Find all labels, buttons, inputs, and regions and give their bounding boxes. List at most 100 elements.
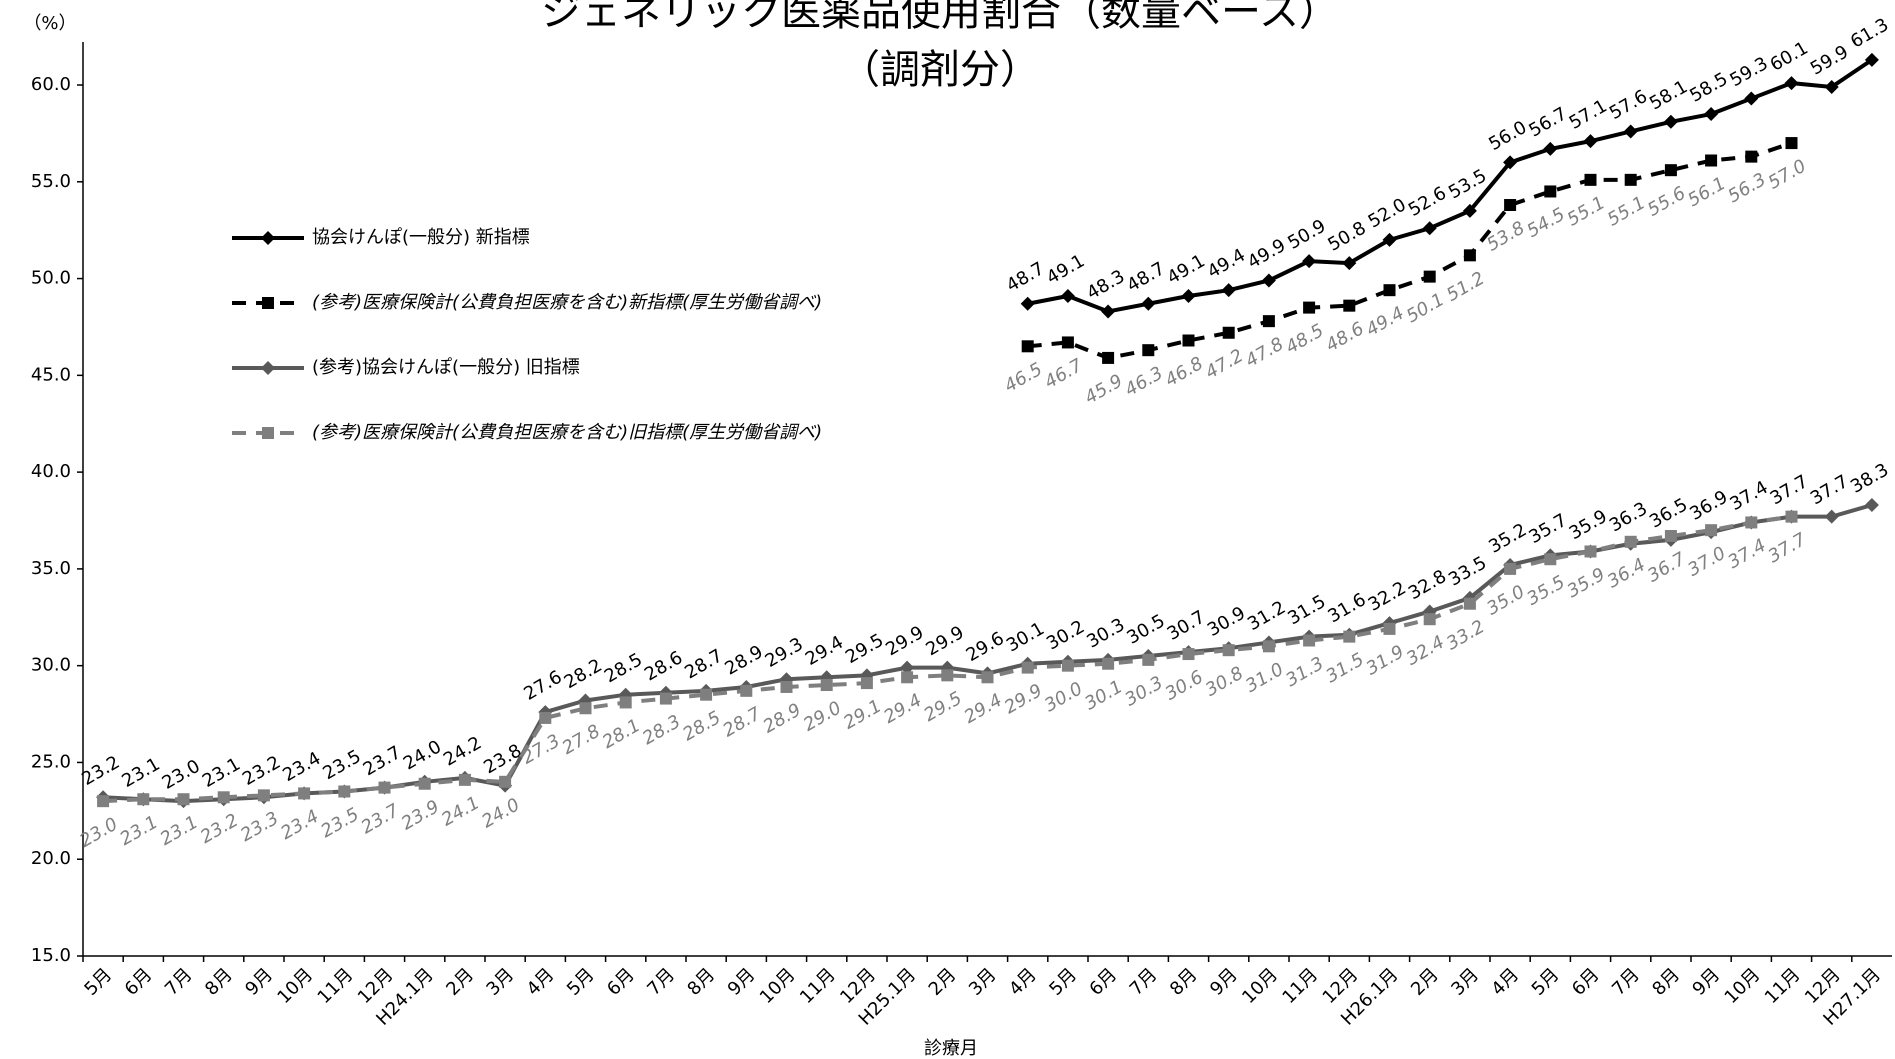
data-label: 36.4 xyxy=(1604,554,1649,592)
x-tick-label: 7月 xyxy=(161,964,197,1000)
data-marker xyxy=(1423,270,1436,283)
data-label: 37.7 xyxy=(1765,529,1811,567)
data-marker xyxy=(1262,315,1275,328)
data-label: 37.4 xyxy=(1724,535,1769,573)
data-label: 23.1 xyxy=(157,812,202,850)
data-label: 23.5 xyxy=(319,746,364,784)
data-label: 29.9 xyxy=(1001,680,1046,718)
legend-label: (参考)協会けんぽ(一般分) 旧指標 xyxy=(312,357,580,378)
data-marker xyxy=(1864,52,1879,67)
data-label: 28.9 xyxy=(760,699,805,737)
data-marker xyxy=(1745,516,1758,529)
data-label: 56.1 xyxy=(1684,173,1729,211)
data-marker xyxy=(981,671,994,684)
data-marker xyxy=(262,427,274,439)
data-label: 29.0 xyxy=(800,697,845,735)
data-marker xyxy=(1543,141,1558,156)
data-label: 23.9 xyxy=(398,796,443,834)
data-label: 29.6 xyxy=(963,628,1008,666)
data-label: 37.0 xyxy=(1684,543,1729,581)
data-label: 30.2 xyxy=(1043,616,1088,654)
x-tick-label: 6月 xyxy=(1568,964,1604,1000)
data-marker xyxy=(941,669,954,682)
data-marker xyxy=(740,684,753,697)
chart-subtitle: （調剤分） xyxy=(840,47,1040,93)
data-marker xyxy=(1705,524,1718,537)
data-label: 35.2 xyxy=(1485,519,1530,557)
data-marker xyxy=(177,793,190,806)
data-label: 30.0 xyxy=(1041,678,1086,716)
x-tick-label: 11月 xyxy=(1761,964,1805,1008)
legend-label: (参考)医療保険計(公費負担医療を含む)新指標(厚生労働省調べ) xyxy=(312,292,822,313)
x-tick-label: 3月 xyxy=(965,964,1001,1000)
data-marker xyxy=(1584,545,1597,558)
data-label: 30.5 xyxy=(1123,610,1168,648)
data-label: 59.9 xyxy=(1807,41,1852,79)
data-label: 23.4 xyxy=(279,748,324,786)
data-label: 30.3 xyxy=(1083,614,1128,652)
data-label: 55.6 xyxy=(1644,183,1689,221)
data-label: 36.9 xyxy=(1686,487,1731,525)
data-label: 48.7 xyxy=(1003,258,1048,296)
data-marker xyxy=(820,679,833,692)
data-label: 50.9 xyxy=(1284,216,1329,254)
y-tick-label: 50.0 xyxy=(31,268,71,289)
data-marker xyxy=(1785,137,1798,150)
data-marker xyxy=(1624,173,1637,186)
data-label: 38.3 xyxy=(1847,459,1892,497)
data-label: 32.4 xyxy=(1403,632,1448,670)
data-label: 29.4 xyxy=(802,632,847,670)
data-marker xyxy=(1663,114,1678,129)
data-label: 57.0 xyxy=(1765,156,1810,194)
data-label: 29.1 xyxy=(840,696,885,734)
data-label: 24.0 xyxy=(400,736,445,774)
y-tick-label: 35.0 xyxy=(31,558,71,579)
data-marker xyxy=(1544,553,1557,566)
data-label: 23.2 xyxy=(239,752,284,790)
data-label: 57.6 xyxy=(1606,86,1651,124)
y-tick-label: 55.0 xyxy=(31,171,71,192)
data-label: 46.7 xyxy=(1041,355,1087,393)
data-marker xyxy=(1462,203,1477,218)
x-tick-label: 9月 xyxy=(724,964,760,1000)
data-label: 47.2 xyxy=(1202,345,1247,383)
data-marker xyxy=(1705,154,1718,167)
data-label: 50.8 xyxy=(1324,218,1369,256)
data-marker xyxy=(1504,199,1517,212)
data-marker xyxy=(1664,529,1677,542)
data-marker xyxy=(1303,634,1316,647)
data-marker xyxy=(1664,164,1677,177)
data-label: 27.3 xyxy=(518,730,563,768)
data-marker xyxy=(217,791,230,804)
data-marker xyxy=(1584,173,1597,186)
data-label: 49.1 xyxy=(1043,250,1088,288)
data-marker xyxy=(378,781,391,794)
x-tick-label: 7月 xyxy=(643,964,679,1000)
data-marker xyxy=(1222,644,1235,657)
x-tick-label: 5月 xyxy=(1045,964,1081,1000)
data-label: 29.5 xyxy=(842,630,887,668)
data-label: 28.7 xyxy=(681,645,726,683)
data-marker xyxy=(1383,284,1396,297)
data-marker xyxy=(261,231,275,245)
x-tick-label: 6月 xyxy=(1085,964,1121,1000)
legend-label: (参考)医療保険計(公費負担医療を含む)旧指標(厚生労働省調べ) xyxy=(312,422,822,443)
data-label: 23.1 xyxy=(116,812,161,850)
data-label: 24.2 xyxy=(440,732,485,770)
data-label: 48.5 xyxy=(1282,320,1327,358)
data-marker xyxy=(860,677,873,690)
data-marker xyxy=(1102,351,1115,364)
data-label: 28.6 xyxy=(641,647,686,685)
series-line xyxy=(1027,141,1793,360)
data-label: 37.7 xyxy=(1767,471,1812,509)
data-label: 36.3 xyxy=(1606,498,1651,536)
data-label: 51.2 xyxy=(1443,268,1488,306)
x-tick-label: 2月 xyxy=(1407,964,1443,1000)
data-label: 45.9 xyxy=(1081,370,1126,408)
x-tick-label: 5月 xyxy=(1528,964,1564,1000)
x-tick-label: 7月 xyxy=(1608,964,1644,1000)
data-marker xyxy=(97,795,110,808)
y-tick-label: 45.0 xyxy=(31,364,71,385)
data-marker xyxy=(1302,254,1317,269)
